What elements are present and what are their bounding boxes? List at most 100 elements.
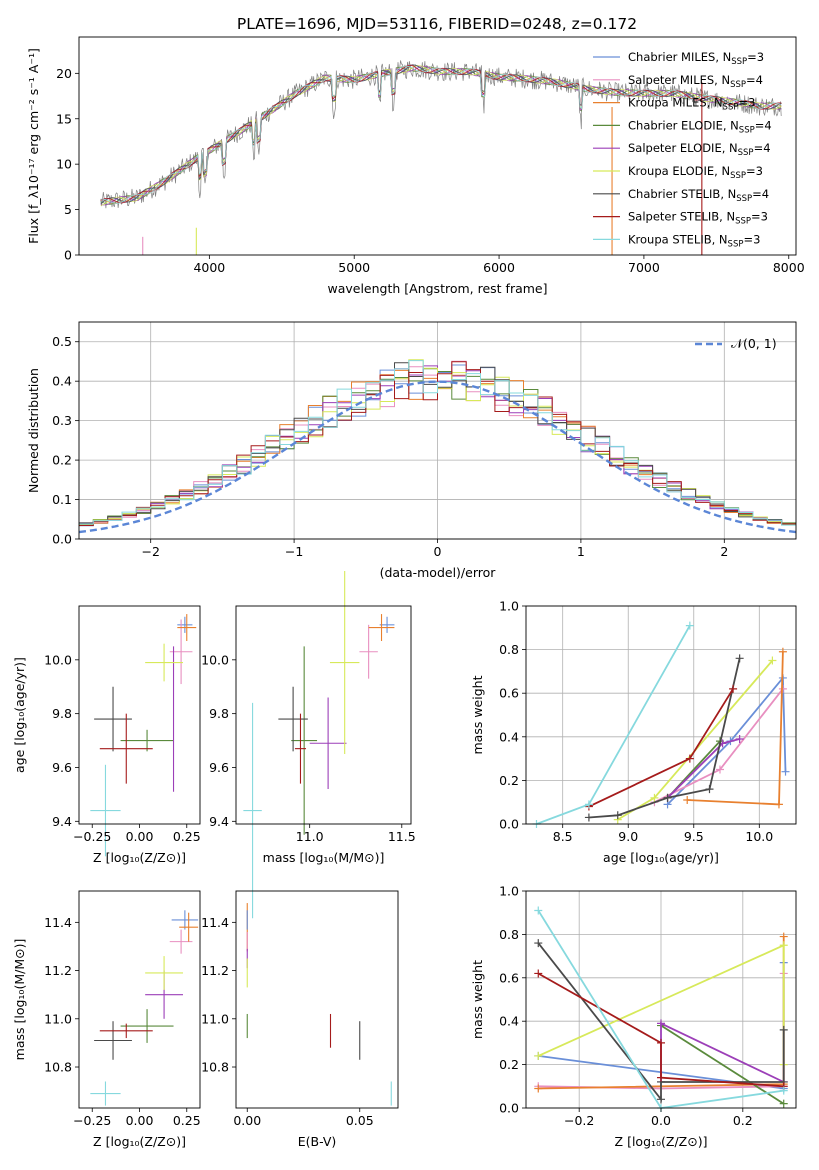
y-tick-label: 10.0 bbox=[201, 652, 229, 667]
y-tick-label: 1.0 bbox=[499, 884, 519, 899]
axes-frame bbox=[78, 321, 797, 540]
weight-marker bbox=[657, 1095, 665, 1104]
legend-nssp: =4 bbox=[754, 141, 771, 155]
y-tick-label: 0.8 bbox=[499, 927, 519, 942]
x-tick-label: 0.0 bbox=[651, 1113, 671, 1128]
legend-label: Chabrier MILES, NSSP=3 bbox=[628, 50, 764, 67]
y-axis-label: mass weight bbox=[470, 675, 485, 754]
weight-marker bbox=[779, 1025, 788, 1034]
legend-nssp: =4 bbox=[746, 73, 763, 87]
axes-frame bbox=[235, 605, 412, 825]
weight-marker bbox=[778, 647, 787, 656]
y-tick-label: 10 bbox=[56, 157, 72, 172]
weight-marker bbox=[534, 939, 543, 948]
weight-marker bbox=[735, 734, 744, 743]
x-tick-label: −1 bbox=[285, 544, 303, 559]
legend-label: Salpeter STELIB, NSSP=3 bbox=[628, 210, 768, 227]
legend-label: Chabrier STELIB, NSSP=4 bbox=[628, 187, 769, 204]
legend-nssp: =3 bbox=[738, 96, 755, 110]
legend-label: Salpeter MILES, NSSP=4 bbox=[628, 73, 763, 90]
weight-marker bbox=[584, 800, 593, 809]
weight-marker bbox=[657, 1019, 665, 1028]
weight-marker bbox=[657, 1073, 665, 1082]
weight-marker bbox=[534, 906, 543, 915]
x-tick-label: 0.00 bbox=[126, 829, 154, 844]
y-tick-label: 0.0 bbox=[499, 817, 519, 832]
y-axis-label: age [log₁₀(age/yr)] bbox=[12, 657, 27, 773]
model-line-salpeter-stelib bbox=[100, 64, 782, 204]
y-tick-label: 10.0 bbox=[44, 652, 72, 667]
panel-z-weight: −0.2 0.0 0.2 0.0 0.2 0.4 0.6 0.8 1.0 Z [log₁₀(Z/Z… bbox=[470, 884, 797, 1149]
legend-label: Salpeter ELODIE, NSSP=4 bbox=[628, 141, 771, 158]
y-tick-label: 0.2 bbox=[52, 453, 72, 468]
weight-marker bbox=[735, 654, 744, 663]
y-tick-label: 0.5 bbox=[52, 334, 72, 349]
y-tick-label: 9.8 bbox=[209, 706, 229, 721]
legend-nssp: =3 bbox=[743, 232, 760, 246]
x-tick-label: 0.2 bbox=[733, 1113, 753, 1128]
y-tick-label: 0.0 bbox=[52, 532, 72, 547]
weight-marker bbox=[729, 684, 738, 693]
weight-marker bbox=[779, 941, 788, 950]
axes-frame bbox=[78, 36, 797, 256]
y-axis-label: mass [log₁₀(M/M⊙)] bbox=[12, 939, 27, 1061]
weight-marker bbox=[650, 793, 659, 802]
y-tick-label: 9.6 bbox=[52, 760, 72, 775]
plot-area-ebv-mass bbox=[246, 903, 392, 1106]
weight-marker bbox=[584, 813, 593, 822]
panel-z-age: −0.25 0.00 0.25 9.4 9.6 9.8 10.0 Z [log₁₀(Z/Z⊙)… bbox=[12, 605, 201, 865]
y-tick-label: 0.4 bbox=[499, 729, 519, 744]
y-tick-label: 11.2 bbox=[44, 963, 72, 978]
x-tick-label: 0.05 bbox=[346, 1113, 374, 1128]
plot-area-residuals bbox=[78, 359, 797, 534]
legend-subscript: SSP bbox=[739, 125, 755, 135]
y-tick-label: 0.8 bbox=[499, 642, 519, 657]
x-tick-label: 5000 bbox=[338, 260, 370, 275]
model-line-salpeter-elodie bbox=[100, 65, 782, 206]
panel-mass-age: 11.0 11.5 9.4 9.6 9.8 10.0 mass [log₁₀(M/M⊙)] bbox=[201, 571, 416, 919]
x-axis-label: age [log₁₀(age/yr)] bbox=[603, 850, 719, 865]
y-tick-label: 0.4 bbox=[499, 1014, 519, 1029]
weight-marker bbox=[781, 767, 790, 776]
x-tick-label: 0 bbox=[434, 544, 442, 559]
legend-label: Kroupa STELIB, NSSP=3 bbox=[628, 232, 760, 249]
weight-marker bbox=[534, 1084, 543, 1093]
x-tick-label: 11.5 bbox=[388, 829, 416, 844]
weight-line-chabrier-elodie bbox=[660, 1024, 785, 1105]
weight-marker bbox=[683, 796, 692, 805]
x-tick-label: 6000 bbox=[483, 260, 515, 275]
plot-area-spectrum bbox=[100, 60, 782, 255]
weight-marker bbox=[768, 656, 777, 665]
legend-label: Kroupa ELODIE, NSSP=3 bbox=[628, 164, 763, 181]
plot-area-mass-age bbox=[243, 571, 395, 919]
x-axis-label: E(B-V) bbox=[298, 1134, 337, 1149]
legend-subscript: SSP bbox=[723, 103, 739, 113]
legend-subscript: SSP bbox=[735, 217, 751, 227]
legend-nssp: =3 bbox=[751, 210, 768, 224]
legend-nssp: =3 bbox=[747, 50, 764, 64]
weight-marker bbox=[685, 754, 694, 763]
y-tick-label: 10.8 bbox=[44, 1060, 72, 1075]
x-tick-label: 4000 bbox=[193, 260, 225, 275]
y-tick-label: 11.4 bbox=[201, 915, 229, 930]
model-line-chabrier-elodie bbox=[100, 66, 782, 205]
y-axis-label: Normed distribution bbox=[26, 368, 41, 493]
weight-marker bbox=[779, 1099, 788, 1108]
plot-area-age-weight bbox=[532, 621, 790, 828]
x-tick-label: 0.00 bbox=[126, 1113, 154, 1128]
y-tick-label: 11.2 bbox=[201, 963, 229, 978]
legend-subscript: SSP bbox=[730, 171, 746, 181]
axes-frame bbox=[235, 890, 399, 1109]
legend-subscript: SSP bbox=[738, 148, 754, 158]
weight-line-chabrier-miles bbox=[666, 675, 787, 806]
legend-subscript: SSP bbox=[736, 194, 752, 204]
x-axis-label: (data-model)/error bbox=[380, 565, 497, 580]
y-tick-label: 20 bbox=[56, 66, 72, 81]
y-tick-label: 15 bbox=[56, 111, 72, 126]
weight-line-chabrier-stelib bbox=[588, 658, 741, 819]
x-tick-label: 8.5 bbox=[553, 829, 573, 844]
spectrum-legend: Chabrier MILES, NSSP=3 Salpeter MILES, NS… bbox=[593, 50, 772, 249]
y-tick-label: 11.0 bbox=[44, 1011, 72, 1026]
panel-ebv-mass: 0.00 0.05 10.8 11.0 11.2 11.4 E(B-V) bbox=[201, 890, 399, 1149]
